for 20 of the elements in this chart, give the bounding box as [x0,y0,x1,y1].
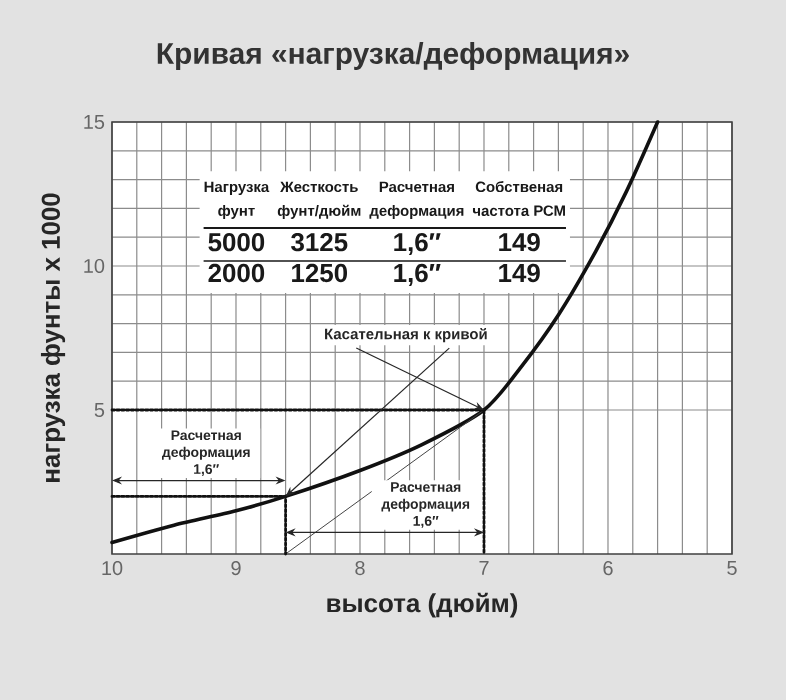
annotation: 149 [499,232,540,252]
y-tick-label: 5 [94,403,105,417]
y-tick-label: 10 [84,258,105,274]
x-tick-label: 9 [231,561,241,576]
x-tick-label: 10 [102,561,123,576]
x-tick-label: 6 [603,561,613,576]
x-axis-title: высота (дюйм) [327,592,518,618]
annotation: 5000 [208,232,265,252]
chart-title: Кривая «нагрузка/деформация» [157,42,629,70]
annotation: 1,6″ [394,263,441,286]
annotation: 3125 [291,232,348,252]
annotation: 149 [499,263,540,283]
annotation: 1,6″ [394,232,441,256]
x-tick-label: 5 [727,561,737,575]
annotation: 2000 [208,263,265,283]
y-tick-label: 15 [84,115,105,129]
annotation: 1250 [292,263,348,283]
y-axis-title: нагрузка фунты x 1000 [40,193,66,482]
x-tick-label: 8 [355,561,365,576]
x-tick-label: 7 [479,561,489,575]
